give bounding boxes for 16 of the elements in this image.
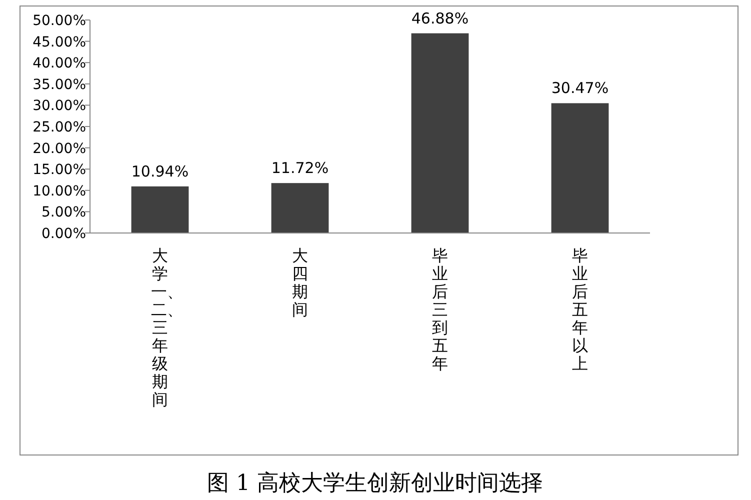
y-tick-label: 50.00%: [32, 13, 86, 29]
text: 图 1 高校大学生创新创业时间选择: [207, 471, 543, 496]
y-tick-label: 15.00%: [32, 162, 86, 178]
y-tick-label: 10.00%: [32, 183, 86, 200]
y-tick-label: 5.00%: [42, 204, 86, 221]
data-label: 46.88%: [411, 9, 469, 28]
y-tick-label: 20.00%: [32, 140, 86, 157]
data-label: 11.72%: [271, 159, 329, 178]
y-tick-label: 35.00%: [32, 76, 86, 93]
y-tick-label: 45.00%: [32, 34, 86, 50]
data-label: 30.47%: [551, 79, 609, 98]
data-label: 10.94%: [131, 162, 189, 180]
y-tick-label: 40.00%: [32, 56, 86, 72]
y-tick-label: 30.00%: [32, 98, 86, 114]
y-tick-label: 25.00%: [32, 120, 86, 136]
y-tick-label: 0.00%: [42, 226, 86, 242]
